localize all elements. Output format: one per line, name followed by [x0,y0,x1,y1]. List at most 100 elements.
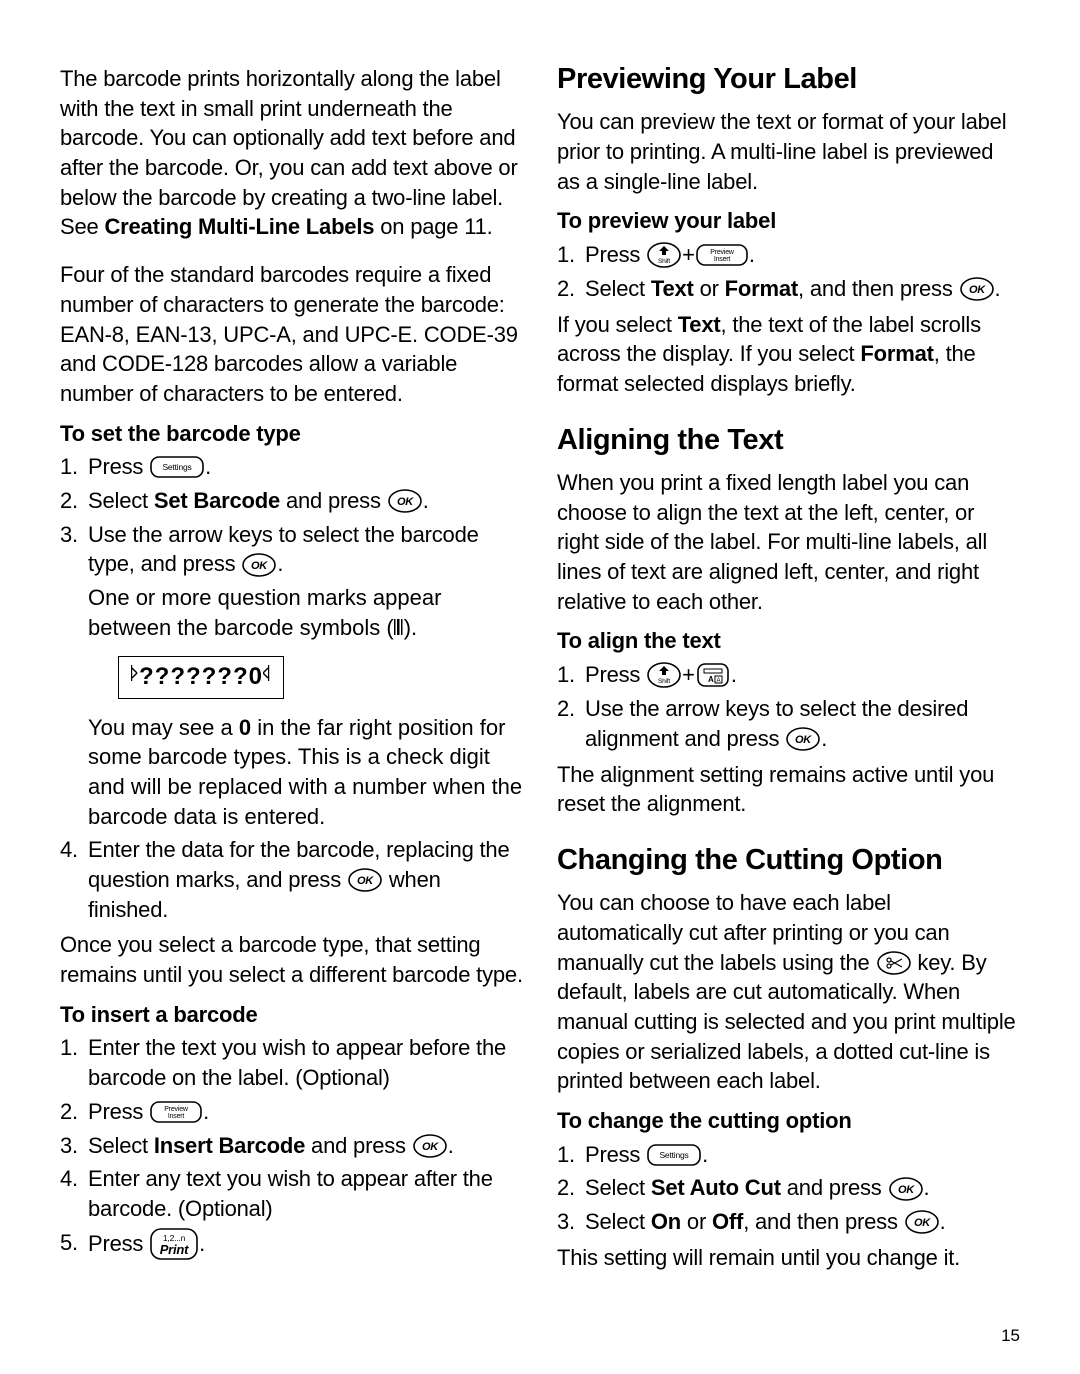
page-columns: The barcode prints horizontally along th… [60,60,1020,1272]
step-1: 1. Press . [557,1140,1020,1170]
heading-set-barcode-type: To set the barcode type [60,419,523,449]
text: , and then press [798,276,958,301]
bold: 0 [239,715,251,740]
bold: Format [725,276,798,301]
ok-key-icon [785,727,821,751]
barcode-bars-icon [394,613,404,643]
cut-key-icon [876,951,912,975]
heading-cut-sub: To change the cutting option [557,1106,1020,1136]
heading-aligning: Aligning the Text [557,421,1020,460]
barcode-preview-box: ???????0 [118,656,284,699]
barcode-preview-box-row: ???????0 [60,648,523,709]
step-3-note: You may see a 0 in the far right positio… [60,713,523,832]
step-1: 1. Press +. [557,660,1020,690]
ok-key-icon [347,868,383,892]
steps-preview: 1. Press +. 2. Select Text or Format, an… [557,240,1020,304]
step-2: 2. Select Set Auto Cut and press . [557,1173,1020,1203]
barcode-right-icon [263,660,271,692]
cut-footer: This setting will remain until you chang… [557,1243,1020,1273]
ok-key-icon [387,489,423,513]
text: . [423,488,429,513]
xref-multiline: Creating Multi-Line Labels [104,214,374,239]
text: ). [404,615,417,640]
text: . [205,454,211,479]
ok-key-icon [888,1177,924,1201]
bold: Off [712,1209,743,1234]
bold: Text [651,276,694,301]
text: on page 11. [374,214,492,239]
bold: Insert Barcode [154,1133,305,1158]
text: . [940,1209,946,1234]
align-footer: The alignment setting remains active unt… [557,760,1020,819]
text: Use the arrow keys to select the barcode… [88,522,479,577]
ok-key-icon [959,277,995,301]
text: or [694,276,725,301]
shift-key-icon [646,241,682,269]
cut-para: You can choose to have each label automa… [557,888,1020,1096]
text: . [821,726,827,751]
bold: Set Barcode [154,488,280,513]
preview-insert-key-icon [149,1100,203,1124]
align-key-icon [695,661,731,689]
text: . [448,1133,454,1158]
step-3-sub: One or more question marks appear betwee… [60,583,523,644]
preview-insert-key-icon [695,243,749,267]
step-5: 5. Press . [60,1228,523,1262]
text: . [749,242,755,267]
barcode-left-icon [131,660,139,692]
text: Press [88,1230,149,1255]
text: Press [88,1099,149,1124]
page-number: 15 [1001,1326,1020,1346]
heading-preview-sub: To preview your label [557,206,1020,236]
set-type-footer: Once you select a barcode type, that set… [60,930,523,989]
step-2: 2. Press . [60,1097,523,1127]
text: Select [88,488,154,513]
step-1: 1. Press . [60,452,523,482]
preview-footer: If you select Text, the text of the labe… [557,310,1020,399]
heading-previewing: Previewing Your Label [557,60,1020,99]
text: or [681,1209,712,1234]
shift-key-icon [646,661,682,689]
left-column: The barcode prints horizontally along th… [60,60,523,1272]
step-2: 2. Select Set Barcode and press . [60,486,523,516]
align-para: When you print a fixed length label you … [557,468,1020,616]
steps-set-barcode-type-cont: 4. Enter the data for the barcode, repla… [60,835,523,924]
text: . [702,1142,708,1167]
text: . [731,662,737,687]
bold: On [651,1209,681,1234]
text: Enter the data for the barcode, replacin… [88,837,510,892]
text: . [277,551,283,576]
text: Select [585,1209,651,1234]
step-4: 4.Enter any text you wish to appear afte… [60,1164,523,1223]
text: and press [781,1175,888,1200]
ok-key-icon [412,1134,448,1158]
text: Select [88,1133,154,1158]
text: . [995,276,1001,301]
heading-cutting: Changing the Cutting Option [557,841,1020,880]
steps-cut: 1. Press . 2. Select Set Auto Cut and pr… [557,1140,1020,1237]
bold: Format [860,341,933,366]
barcode-placeholder-text: ???????0 [139,663,263,690]
bold: Text [678,312,721,337]
intro-para-2: Four of the standard barcodes require a … [60,260,523,408]
steps-align: 1. Press +. 2. Use the arrow keys to sel… [557,660,1020,754]
step-1: 1. Press +. [557,240,1020,270]
text: Press [585,1142,646,1167]
text: One or more question marks appear betwee… [88,585,441,640]
text: Press [585,662,646,687]
step-3: 3. Select Insert Barcode and press . [60,1131,523,1161]
steps-set-barcode-type: 1. Press . 2. Select Set Barcode and pre… [60,452,523,579]
heading-align-sub: To align the text [557,626,1020,656]
text: Use the arrow keys to select the desired… [585,696,968,751]
text: and press [280,488,387,513]
settings-key-icon [646,1143,702,1167]
preview-para: You can preview the text or format of yo… [557,107,1020,196]
ok-key-icon [241,553,277,577]
step-1: 1.Enter the text you wish to appear befo… [60,1033,523,1092]
text: Enter the text you wish to appear before… [88,1035,506,1090]
step-4: 4. Enter the data for the barcode, repla… [60,835,523,924]
text: Select [585,1175,651,1200]
text: If you select [557,312,678,337]
plus-text: + [682,662,695,687]
text: . [924,1175,930,1200]
